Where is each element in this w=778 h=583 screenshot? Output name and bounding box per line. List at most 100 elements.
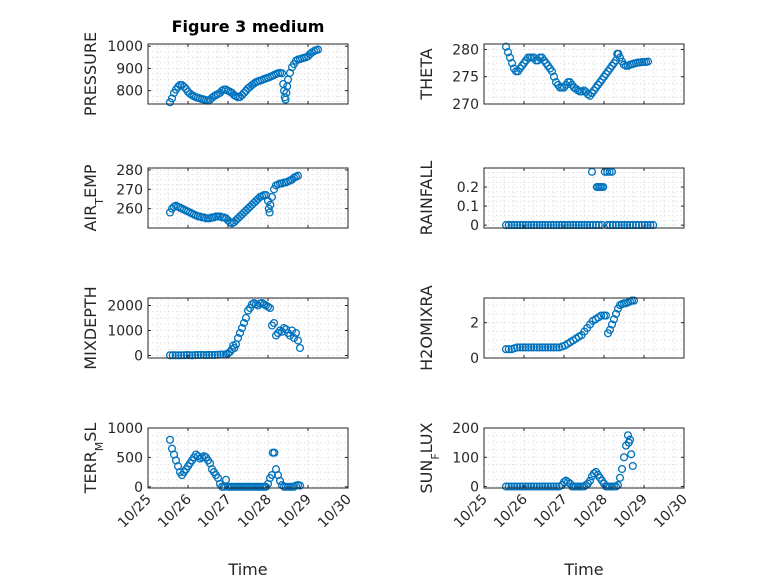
grid-lines <box>147 168 349 229</box>
y-tick-label: 280 <box>452 42 479 58</box>
data-point <box>283 328 293 338</box>
data-point <box>524 343 533 352</box>
y-tick-label: 200 <box>452 421 479 437</box>
y-tick-label: 800 <box>116 84 143 100</box>
y-tick-label: 2000 <box>107 299 143 315</box>
data-point <box>541 343 550 352</box>
data-point <box>507 221 516 230</box>
data-point <box>560 221 569 230</box>
data-point <box>580 221 589 230</box>
data-point <box>295 481 305 490</box>
data-point <box>230 343 239 353</box>
y-axis-label: MIXDEPTH <box>81 286 100 369</box>
data-point <box>532 482 541 491</box>
data-point <box>617 221 626 230</box>
data-point <box>261 301 271 310</box>
data-point <box>646 221 655 230</box>
y-tick-label: 2 <box>470 316 479 332</box>
axes-box <box>483 167 685 229</box>
data-point <box>513 221 522 230</box>
data-point <box>640 221 649 230</box>
data-point <box>167 94 177 103</box>
data-point <box>524 221 533 230</box>
data-point <box>611 309 621 318</box>
plot-area <box>484 428 684 488</box>
data-point <box>265 303 275 313</box>
data-point <box>185 351 194 360</box>
data-point <box>547 67 557 76</box>
y-axis-label: RAINFALL <box>417 161 436 236</box>
data-point <box>501 42 511 51</box>
data-point <box>609 315 619 324</box>
data-point <box>619 453 629 462</box>
data-point <box>546 221 555 230</box>
data-point <box>521 482 530 491</box>
data-point <box>631 221 641 230</box>
data-point <box>273 328 283 338</box>
axes-box <box>483 297 685 359</box>
x-tick-label: 10/27 <box>531 492 571 532</box>
data-point <box>643 57 653 66</box>
data-point <box>599 182 608 192</box>
data-series <box>501 167 658 230</box>
axes-box <box>147 297 349 359</box>
data-point <box>538 343 547 352</box>
data-point <box>515 221 525 230</box>
data-point <box>543 482 553 491</box>
y-tick-label: 270 <box>116 182 143 198</box>
data-point <box>629 296 639 305</box>
data-point <box>518 343 527 352</box>
data-point <box>611 221 621 230</box>
y-tick-label: 280 <box>116 163 143 179</box>
data-point <box>627 450 636 459</box>
data-point <box>524 482 533 491</box>
x-axis-label: Time <box>227 560 267 579</box>
data-point <box>594 221 603 230</box>
x-tick-label: 10/29 <box>275 492 315 532</box>
data-point <box>165 351 175 360</box>
data-point <box>239 88 249 97</box>
data-point <box>504 482 513 491</box>
data-point <box>527 343 536 352</box>
y-axis-label: AIRTEMP <box>81 164 106 231</box>
y-tick-label: 0 <box>470 480 479 496</box>
data-point <box>241 313 251 323</box>
data-point <box>529 221 539 230</box>
y-axis-label: H2OMIXRA <box>417 285 436 371</box>
x-tick-label: 10/26 <box>155 491 195 531</box>
data-point <box>535 221 544 230</box>
data-point <box>585 221 595 230</box>
data-point <box>615 473 625 482</box>
data-point <box>266 200 275 209</box>
y-tick-label: 900 <box>116 61 143 77</box>
data-point <box>597 221 607 230</box>
data-series <box>501 431 637 491</box>
data-point <box>538 221 547 230</box>
data-point <box>620 221 629 230</box>
y-tick-label: 1000 <box>107 421 143 437</box>
data-point <box>267 471 277 480</box>
subplot-h2omixra: 0 2 H2OMIXRA <box>417 285 685 371</box>
data-point <box>501 345 511 354</box>
data-series <box>165 171 303 228</box>
y-tick-label: 0 <box>134 349 143 365</box>
data-point <box>549 343 558 352</box>
data-point <box>174 351 183 360</box>
data-point <box>179 351 189 360</box>
data-point <box>608 221 617 230</box>
x-tick-label: 10/30 <box>651 492 691 532</box>
x-axis-label: Time <box>563 560 603 579</box>
data-point <box>515 482 525 491</box>
y-axis-label: THETA <box>417 48 436 100</box>
data-point <box>538 482 547 491</box>
data-point <box>549 482 558 491</box>
data-point <box>219 482 229 491</box>
data-point <box>625 221 635 230</box>
data-point <box>501 482 511 491</box>
data-point <box>513 343 522 352</box>
data-point <box>507 59 517 68</box>
data-point <box>165 208 175 217</box>
x-tick-label: 10/28 <box>571 492 611 532</box>
data-point <box>515 343 525 352</box>
data-point <box>277 69 287 78</box>
